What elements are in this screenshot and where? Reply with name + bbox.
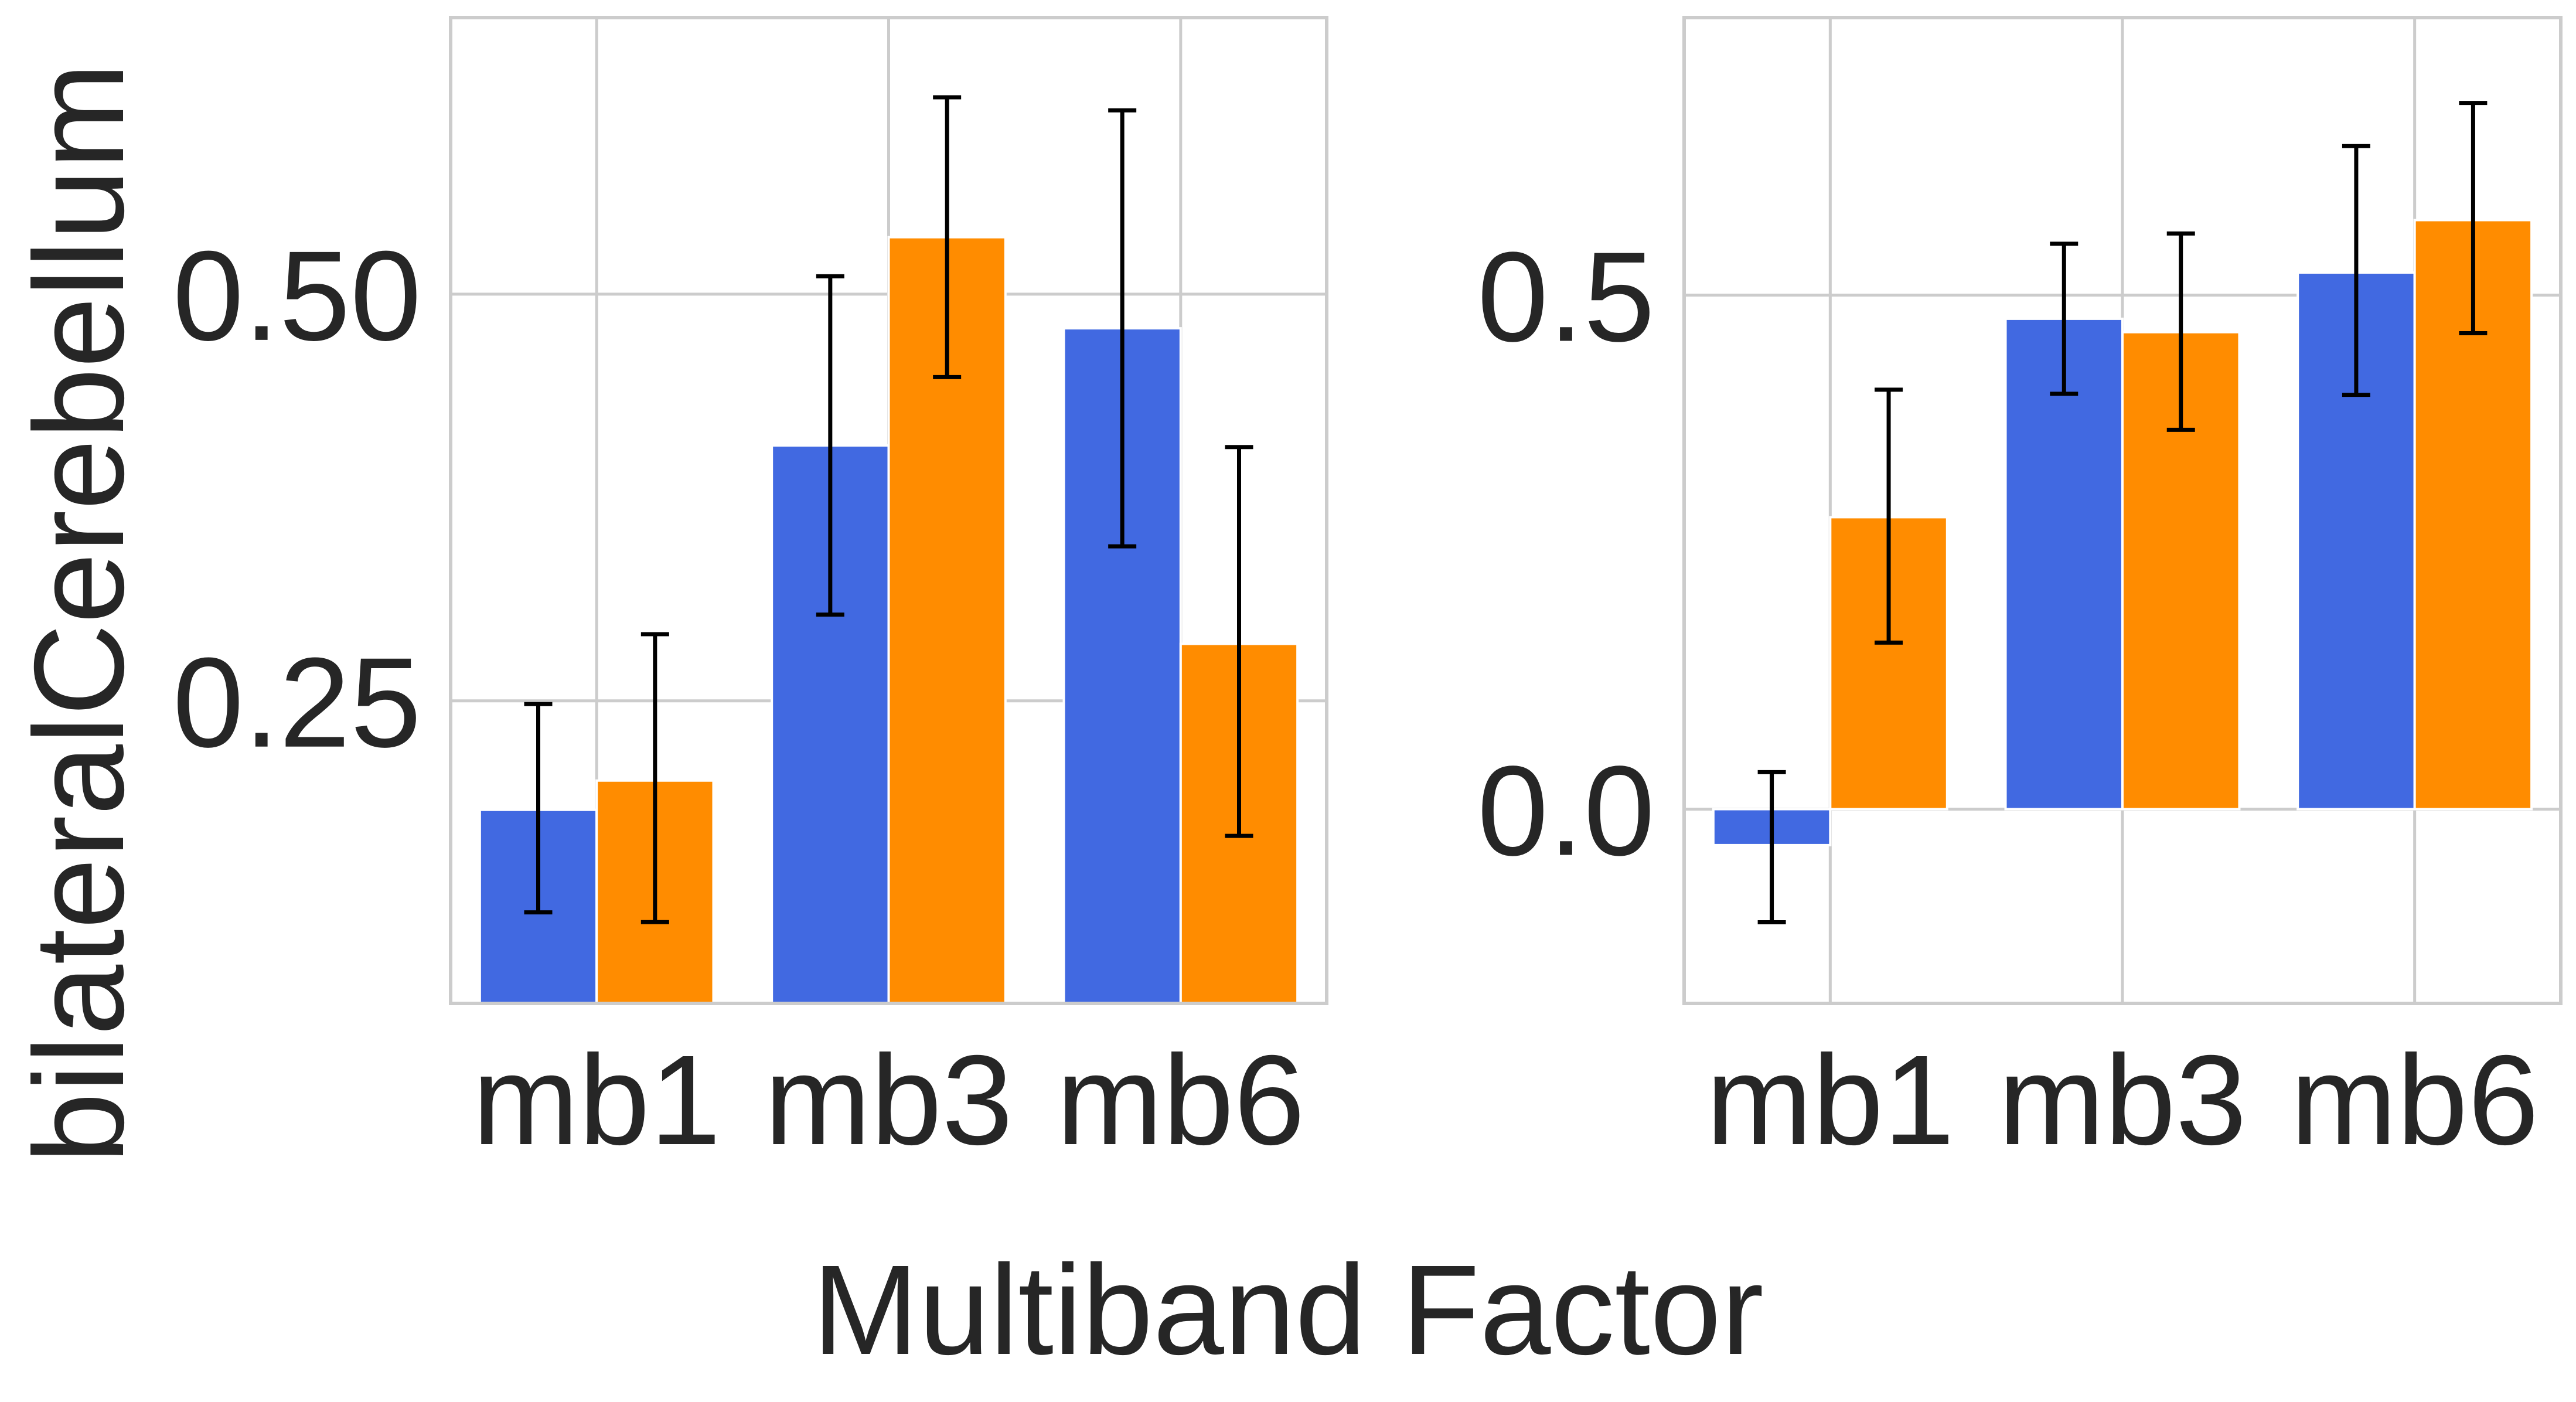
x-tick-label: mb3 xyxy=(764,1029,1013,1172)
y-axis-title: bilateralCerebellum xyxy=(8,63,151,1163)
bar-mb3 xyxy=(2004,317,2124,811)
x-axis-title: Multiband Factor xyxy=(812,1239,1764,1381)
axes-frame xyxy=(449,16,1328,1005)
axes-frame xyxy=(1682,16,2563,1005)
panels: 0.25 0.50 mb1 mb3 mb6 0.0 0.5 mb1 mb3 mb6 xyxy=(173,16,2563,1172)
x-tick-label: mb3 xyxy=(1998,1029,2247,1172)
x-tick-label: mb1 xyxy=(1706,1029,1954,1172)
y-tick-label: 0.50 xyxy=(173,225,421,367)
chart-panel-2: 0.0 0.5 mb1 mb3 mb6 xyxy=(1477,16,2563,1172)
y-tick-label: 0.0 xyxy=(1477,740,1655,883)
y-tick-label: 0.25 xyxy=(173,632,421,774)
y-tick-label: 0.5 xyxy=(1477,226,1655,369)
x-tick-label: mb6 xyxy=(2291,1029,2539,1172)
chart-panel-1: 0.25 0.50 mb1 mb3 mb6 xyxy=(173,16,1328,1172)
x-tick-label: mb6 xyxy=(1057,1029,1305,1172)
x-tick-label: mb1 xyxy=(472,1029,721,1172)
